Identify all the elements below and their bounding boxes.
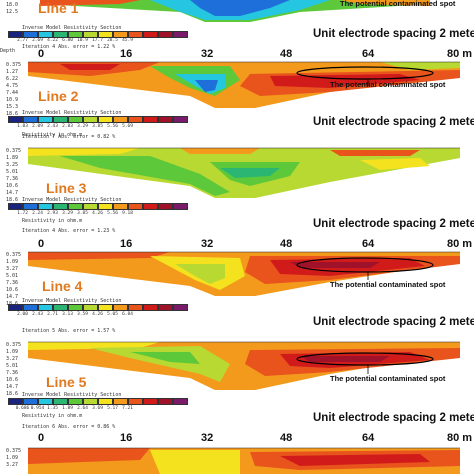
x-tick-16-l4: 16 [120,238,133,250]
line-1-label: Line 1 [38,0,79,16]
x-tick-64: 64 [362,48,375,60]
colorbar-line3 [8,203,188,210]
iteration-line6: Iteration 6 Abs. error = 0.86 % [22,424,116,430]
x-tick-48-l4: 48 [280,238,293,250]
colorbar-values-line3: 1.72 2.24 2.93 3.29 3.85 4.26 5.56 9.18 [17,211,133,216]
resistivity-section-line1 [40,0,430,22]
x-tick-64-l4: 64 [362,238,375,250]
colorbar-line4 [8,304,188,311]
resistivity-section-line6 [28,447,460,474]
x-tick-32-l4: 32 [201,238,214,250]
depth-axis-line1: 18.0 12.5 [6,2,19,15]
colorbar-line1 [8,31,188,38]
section-line1: 18.0 12.5 Line 1 Inverse Model Resistivit… [0,0,474,43]
section-line3: Iteration 7 Abs. error = 0.82 % 0.375 1.8… [0,134,474,230]
colorbar-values-line1: 2.77 2.69 4.22 6.80 10.9 17.7 28.5 45.9 [17,38,133,43]
section-line5: Iteration 5 Abs. error = 1.57 % 0.375 1.0… [0,324,474,424]
contaminated-spot-label-line1: The potential contaminated spot [340,0,456,8]
x-tick-64-l6: 64 [362,432,375,444]
section-title: Inverse Model Resistivity Section [22,25,122,31]
section-line4: Iteration 4 Abs. error = 1.23 % 0 16 32 … [0,228,474,328]
x-tick-48: 48 [280,48,293,60]
line-2-label: Line 2 [38,88,79,104]
section-line2: Iteration 4 Abs. error = 1.22 % Resistiv… [0,44,474,140]
resistivity-unit-line5: Resistivity in ohm.m [22,413,83,419]
x-tick-48-l6: 48 [280,432,293,444]
x-tick-80-l4: 80 m [447,238,473,250]
section-line6: Iteration 6 Abs. error = 0.86 % 0 16 32 … [0,420,474,474]
x-tick-80: 80 m [447,48,473,60]
iteration-line4: Iteration 4 Abs. error = 1.23 % [22,228,116,234]
spacing-label-line1: Unit electrode spacing 2 meter [313,28,474,40]
x-tick-16: 16 [120,48,133,60]
section-title-line2: Inverse Model Resistivity Section [22,110,122,116]
line-4-label: Line 4 [42,278,83,294]
resistivity-section-line3 [28,147,460,198]
section-title-line4: Inverse Model Resistivity Section [22,298,122,304]
resistivity-section-line2 [28,61,460,108]
x-tick-80-l6: 80 m [447,432,473,444]
x-tick-0-l4: 0 [38,238,45,250]
x-tick-16-l6: 16 [120,432,133,444]
spacing-label-line4: Unit electrode spacing 2 meter [313,316,474,328]
iteration-line5: Iteration 5 Abs. error = 1.57 % [22,328,116,334]
contaminated-spot-label-line4: The potential contaminated spot [330,280,446,289]
contaminated-spot-label-line2: The potential contaminated spot [330,80,446,89]
contaminated-spot-label-line5: The potential contaminated spot [330,374,446,383]
colorbar-values-line5: 0.686 0.954 1.35 1.89 2.64 3.69 5.17 7.21 [15,406,133,411]
iteration-line3: Iteration 7 Abs. error = 0.82 % [22,134,116,140]
spacing-label-line2: Unit electrode spacing 2 meter [313,116,474,128]
resistivity-section-line4 [28,251,460,296]
colorbar-line2 [8,116,188,123]
section-title-line5: Inverse Model Resistivity Section [22,392,122,398]
depth-axis-line3: 0.375 1.89 3.25 5.01 7.36 10.6 14.7 18.6 [6,148,22,203]
iteration-line2: Iteration 4 Abs. error = 1.22 % [22,44,116,50]
depth-axis-line6: 0.375 1.09 3.27 [6,448,22,468]
depth-label: Depth [0,48,16,54]
x-tick-32: 32 [201,48,214,60]
line-3-label: Line 3 [46,180,87,196]
colorbar-values-line2: 1.83 2.09 2.43 2.83 3.29 3.85 5.56 5.69 [17,124,133,129]
x-tick-0-l6: 0 [38,432,45,444]
depth-axis-line2: 0.375 1.27 6.22 4.75 7.44 10.9 15.3 18.6 [6,62,22,117]
depth-axis-line5: 0.375 1.09 3.27 5.01 7.36 10.6 14.7 18.6 [6,342,22,397]
section-title-line3: Inverse Model Resistivity Section [22,197,122,203]
spacing-label-line5: Unit electrode spacing 2 meter [313,412,474,424]
resistivity-unit-line2: Resistivity in ohm.m [22,132,83,138]
x-tick-0: 0 [38,48,45,60]
resistivity-unit-line3: Resistivity in ohm.m [22,218,83,224]
resistivity-section-line5 [28,341,460,390]
spacing-label-line3: Unit electrode spacing 2 meter [313,218,474,230]
colorbar-values-line4: 2.00 2.43 2.71 3.13 3.59 4.26 5.05 6.84 [17,312,133,317]
colorbar-line5 [8,398,188,405]
line-5-label: Line 5 [46,374,87,390]
x-tick-32-l6: 32 [201,432,214,444]
